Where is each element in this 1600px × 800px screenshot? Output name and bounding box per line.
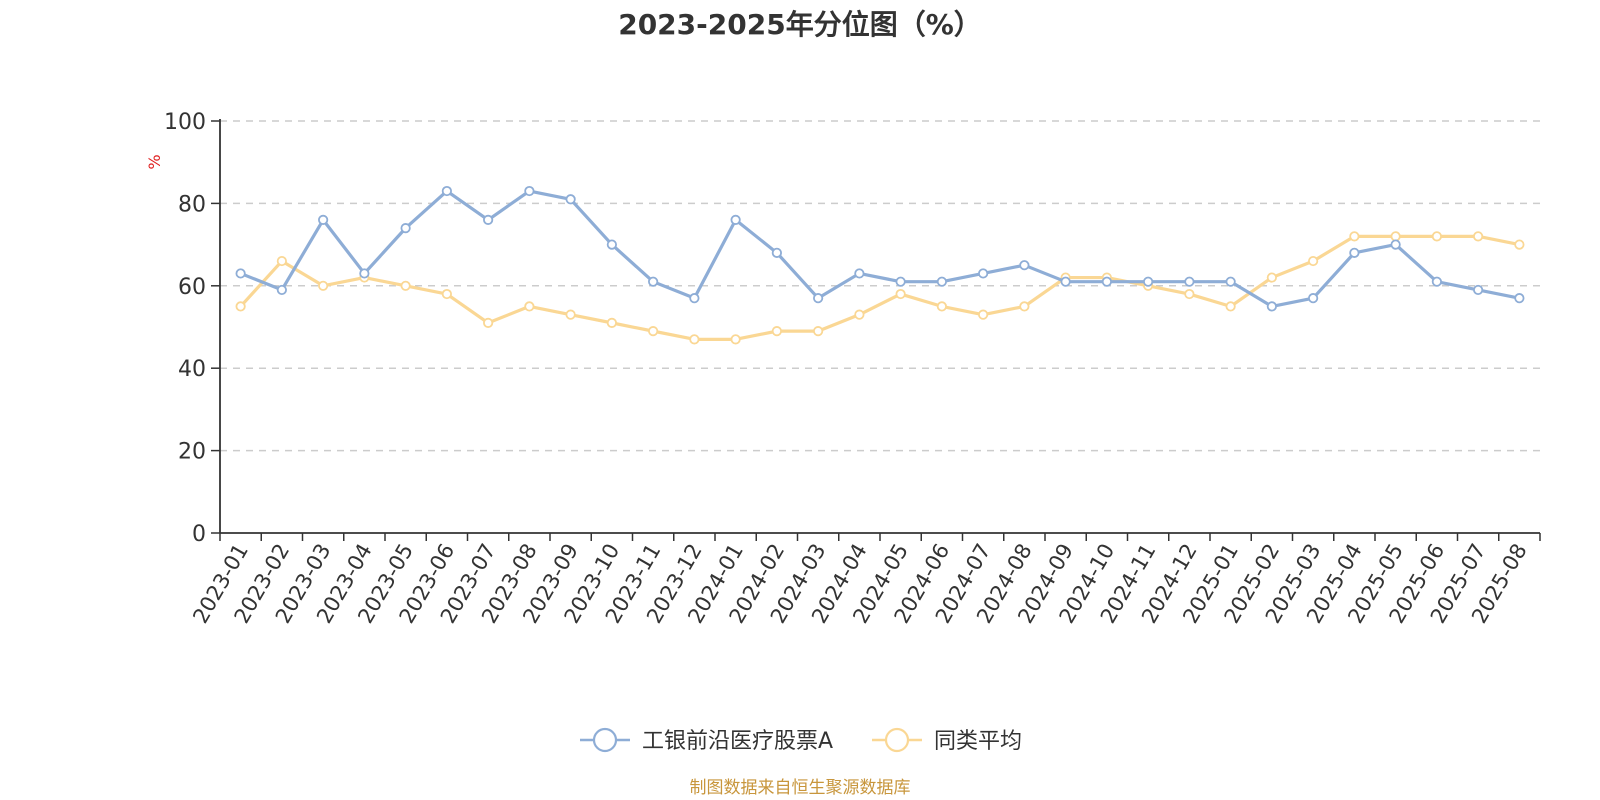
- data-point[interactable]: [1266, 272, 1277, 283]
- data-point[interactable]: [441, 288, 452, 300]
- data-point[interactable]: [1308, 255, 1319, 267]
- data-point[interactable]: [1473, 231, 1484, 242]
- data-point[interactable]: [1019, 260, 1030, 271]
- data-point[interactable]: [1184, 276, 1195, 287]
- y-tick-label: 20: [178, 440, 206, 465]
- data-point[interactable]: [1019, 301, 1030, 312]
- legend-label: 同类平均: [934, 729, 1022, 754]
- legend-marker: [884, 727, 910, 753]
- data-point[interactable]: [1101, 276, 1112, 287]
- data-point[interactable]: [1143, 276, 1154, 287]
- data-point[interactable]: [1225, 301, 1236, 312]
- series-2: [235, 231, 1525, 345]
- data-point[interactable]: [1514, 239, 1525, 250]
- data-point[interactable]: [1431, 276, 1442, 287]
- data-point[interactable]: [524, 185, 535, 197]
- data-point[interactable]: [1060, 276, 1071, 287]
- legend-item-2[interactable]: 同类平均: [872, 727, 1022, 754]
- data-point[interactable]: [813, 326, 824, 337]
- data-point[interactable]: [276, 284, 287, 296]
- data-point[interactable]: [565, 309, 576, 320]
- data-point[interactable]: [318, 280, 329, 291]
- data-point[interactable]: [936, 301, 947, 312]
- data-point[interactable]: [1390, 231, 1401, 242]
- data-point[interactable]: [978, 268, 989, 279]
- data-point[interactable]: [1431, 231, 1442, 242]
- data-point[interactable]: [606, 317, 617, 328]
- data-point[interactable]: [689, 293, 700, 304]
- data-point[interactable]: [1390, 239, 1401, 250]
- data-point[interactable]: [1308, 293, 1319, 304]
- data-point[interactable]: [1225, 276, 1236, 287]
- data-point[interactable]: [895, 276, 906, 287]
- data-point[interactable]: [1349, 231, 1360, 242]
- chart-title: 2023-2025年分位图（%）: [618, 8, 982, 41]
- data-point[interactable]: [936, 276, 947, 287]
- data-point[interactable]: [483, 214, 494, 225]
- y-tick-label: 0: [192, 522, 206, 547]
- data-point[interactable]: [276, 255, 287, 267]
- legend-label: 工银前沿医疗股票A: [642, 729, 833, 754]
- legend[interactable]: 工银前沿医疗股票A 同类平均: [580, 727, 1022, 754]
- data-point[interactable]: [648, 276, 659, 287]
- data-point[interactable]: [524, 301, 535, 312]
- data-point[interactable]: [441, 185, 452, 197]
- data-point[interactable]: [1514, 293, 1525, 304]
- data-point[interactable]: [318, 214, 329, 225]
- data-point[interactable]: [1473, 284, 1484, 296]
- data-point[interactable]: [1349, 247, 1360, 258]
- data-point[interactable]: [854, 309, 865, 320]
- data-point[interactable]: [606, 239, 617, 250]
- data-point[interactable]: [565, 194, 576, 205]
- axes: 0204060801002023-012023-022023-032023-04…: [164, 110, 1541, 627]
- data-point[interactable]: [978, 309, 989, 320]
- data-point[interactable]: [235, 268, 246, 279]
- data-point[interactable]: [854, 268, 865, 279]
- data-point[interactable]: [771, 247, 782, 258]
- data-point[interactable]: [771, 326, 782, 337]
- data-point[interactable]: [648, 326, 659, 337]
- data-point[interactable]: [1266, 301, 1277, 312]
- data-point[interactable]: [813, 293, 824, 304]
- y-tick-label: 40: [178, 357, 206, 382]
- data-point[interactable]: [895, 288, 906, 300]
- data-point[interactable]: [400, 223, 411, 234]
- series-line: [239, 234, 1521, 341]
- y-axis-unit-label: %: [145, 154, 164, 169]
- y-tick-label: 60: [178, 275, 206, 300]
- data-point[interactable]: [483, 317, 494, 328]
- data-point[interactable]: [689, 334, 700, 345]
- series-lines: [235, 185, 1525, 345]
- data-point[interactable]: [730, 334, 741, 345]
- data-point[interactable]: [359, 268, 370, 279]
- data-source-note: 制图数据来自恒生聚源数据库: [690, 778, 911, 798]
- legend-item-1[interactable]: 工银前沿医疗股票A: [580, 727, 833, 754]
- data-point[interactable]: [730, 214, 741, 225]
- series-line: [239, 189, 1521, 308]
- data-point[interactable]: [400, 280, 411, 291]
- legend-marker: [592, 727, 618, 753]
- data-point[interactable]: [1184, 288, 1195, 300]
- y-tick-label: 100: [164, 110, 206, 135]
- y-tick-label: 80: [178, 192, 206, 217]
- data-point[interactable]: [235, 301, 246, 312]
- grid-lines: [220, 120, 1540, 452]
- series-1: [235, 185, 1525, 312]
